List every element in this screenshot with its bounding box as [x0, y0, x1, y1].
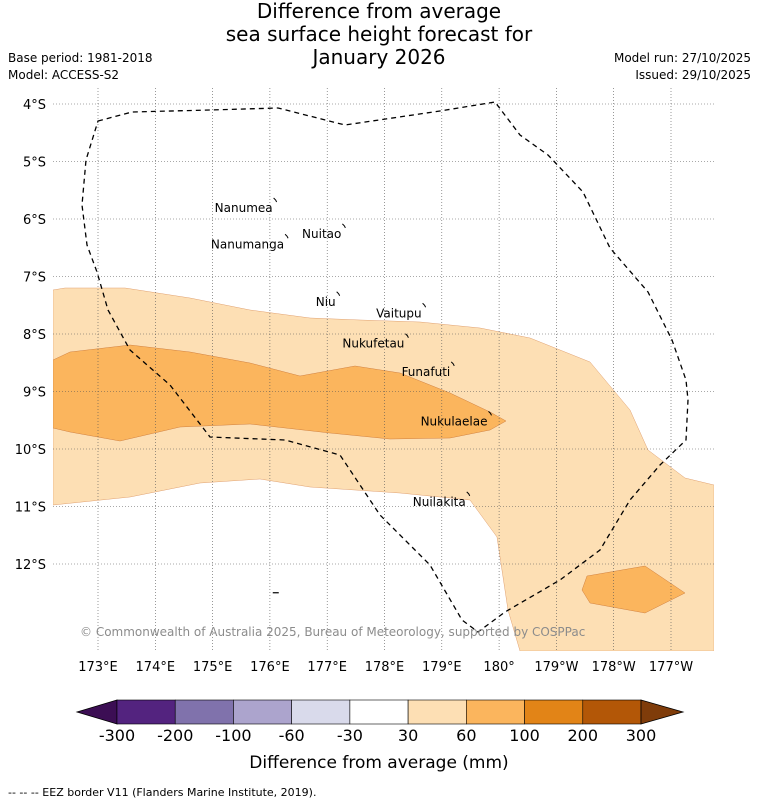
colorbar-tick-label: 30	[398, 726, 418, 745]
colorbar-tick-label: 100	[509, 726, 540, 745]
base-period: Base period: 1981-2018	[8, 51, 153, 65]
model-name: Model: ACCESS-S2	[8, 68, 120, 82]
longitude-label: 179°W	[534, 660, 578, 675]
island-label: Nanumanga	[211, 237, 284, 251]
meta-left: Base period: 1981-2018 Model: ACCESS-S2	[8, 50, 153, 84]
title-line-1: Difference from average	[256, 0, 502, 23]
latitude-labels: 4°S 5°S 6°S 7°S 8°S 9°S 10°S 11°S 12°S	[15, 98, 46, 573]
colorbar: -300 -200 -100 -60 -30 30 60 100 200 300	[75, 699, 685, 745]
graticule	[53, 88, 714, 651]
island-label: Nukulaelae	[421, 414, 488, 428]
island-marker	[450, 361, 455, 367]
island-label: Nanumea	[215, 201, 273, 215]
longitude-label: 179°E	[422, 660, 462, 675]
colorbar-segment	[349, 699, 409, 725]
colorbar-tick-label: 300	[626, 726, 657, 745]
colorbar-tick-label: -300	[99, 726, 135, 745]
longitude-label: 173°E	[78, 660, 118, 675]
latitude-label: 9°S	[23, 386, 46, 401]
map-plot-area: Nanumea Nuitao Nanumanga Niu Vaitupu Nukufeta…	[53, 88, 714, 651]
latitude-label: 7°S	[23, 271, 46, 286]
latitude-label: 8°S	[23, 328, 46, 343]
island-marker	[488, 410, 492, 416]
island-layer: Nanumea Nuitao Nanumanga Niu Vaitupu Nukufeta…	[211, 197, 492, 594]
latitude-label: 10°S	[15, 443, 46, 458]
colorbar-under-arrow	[75, 699, 118, 725]
island-label: Nuilakita	[413, 495, 466, 509]
title-line-3: January 2026	[312, 45, 446, 69]
island-marker	[336, 291, 341, 296]
island-marker	[422, 302, 427, 308]
longitude-label: 177°E	[307, 660, 347, 675]
anomaly-band-60-100	[53, 344, 507, 442]
colorbar-tick-label: -30	[337, 726, 363, 745]
meta-right: Model run: 27/10/2025 Issued: 29/10/2025	[614, 50, 751, 84]
colorbar-tick-label: 200	[568, 726, 599, 745]
island-marker	[284, 233, 289, 239]
colorbar-tick-label: -200	[157, 726, 193, 745]
colorbar-segment	[291, 699, 351, 725]
anomaly-patch-60-100-east	[581, 565, 686, 614]
colorbar-tick-label: -100	[215, 726, 251, 745]
longitude-label: 177°W	[649, 660, 693, 675]
island-marker	[405, 333, 409, 338]
island-label: Nuitao	[302, 227, 341, 241]
latitude-label: 5°S	[23, 156, 46, 171]
colorbar-segment	[116, 699, 176, 725]
colorbar-segment	[407, 699, 467, 725]
model-run: Model run: 27/10/2025	[613, 51, 751, 65]
colorbar-segment	[466, 699, 525, 725]
longitude-label: 178°W	[592, 660, 636, 675]
island-label: Nukufetau	[342, 337, 404, 351]
copyright-notice: © Commonwealth of Australia 2025, Bureau…	[80, 625, 585, 639]
island-label: Vaitupu	[376, 306, 422, 320]
colorbar-tick-label: 60	[456, 726, 476, 745]
longitude-label: 175°E	[193, 660, 233, 675]
longitude-labels: 173°E 174°E 175°E 176°E 177°E 178°E 179°E 180° 1…	[78, 660, 693, 675]
island-marker	[466, 491, 471, 497]
map-title: Difference from average sea surface heig…	[0, 0, 758, 69]
colorbar-segment	[524, 699, 584, 725]
colorbar-tick-label: -60	[279, 726, 305, 745]
longitude-label: 176°E	[250, 660, 290, 675]
colorbar-over-arrow	[640, 699, 685, 725]
island-marker	[342, 223, 346, 229]
latitude-label: 11°S	[15, 501, 46, 516]
island-label: Funafuti	[402, 365, 451, 379]
latitude-label: 12°S	[15, 558, 46, 573]
colorbar-segment	[582, 699, 642, 725]
title-line-2: sea surface height forecast for	[225, 22, 533, 46]
longitude-label: 178°E	[365, 660, 405, 675]
island-marker	[273, 197, 278, 203]
colorbar-label: Difference from average (mm)	[249, 753, 508, 773]
issued-date: Issued: 29/10/2025	[635, 68, 751, 82]
longitude-label: 174°E	[136, 660, 176, 675]
colorbar-segment	[233, 699, 292, 725]
eez-border	[81, 101, 689, 633]
longitude-label: 180°	[483, 660, 514, 675]
latitude-label: 6°S	[23, 213, 46, 228]
latitude-label: 4°S	[23, 98, 46, 113]
island-label: Niu	[316, 295, 336, 309]
colorbar-segment	[174, 699, 234, 725]
eez-footnote: -- -- -- EEZ border V11 (Flanders Marine…	[8, 786, 317, 799]
